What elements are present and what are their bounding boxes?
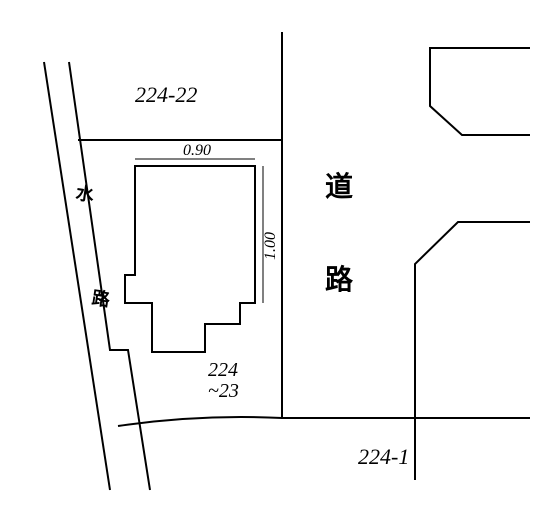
bottom-arc xyxy=(118,417,282,426)
parcel-label-top: 224-22 xyxy=(135,82,197,108)
waterway-char-bottom: 路 xyxy=(90,284,111,312)
parcel-label-bottom: 224-1 xyxy=(358,444,409,470)
road-label-top: 道 xyxy=(325,165,353,205)
waterway-char-top: 水 xyxy=(74,179,95,207)
parcel-main-line1: 224~23 xyxy=(208,359,239,402)
building-outline xyxy=(125,166,255,352)
waterway-right xyxy=(69,62,150,490)
parcel-label-main: 224~23 xyxy=(208,360,239,402)
dimension-100: 1.00 xyxy=(262,232,280,260)
cadastral-diagram xyxy=(0,0,538,531)
dimension-090: 0.90 xyxy=(183,142,211,160)
road-label-bottom: 路 xyxy=(325,258,353,298)
frame-lines xyxy=(282,32,530,480)
